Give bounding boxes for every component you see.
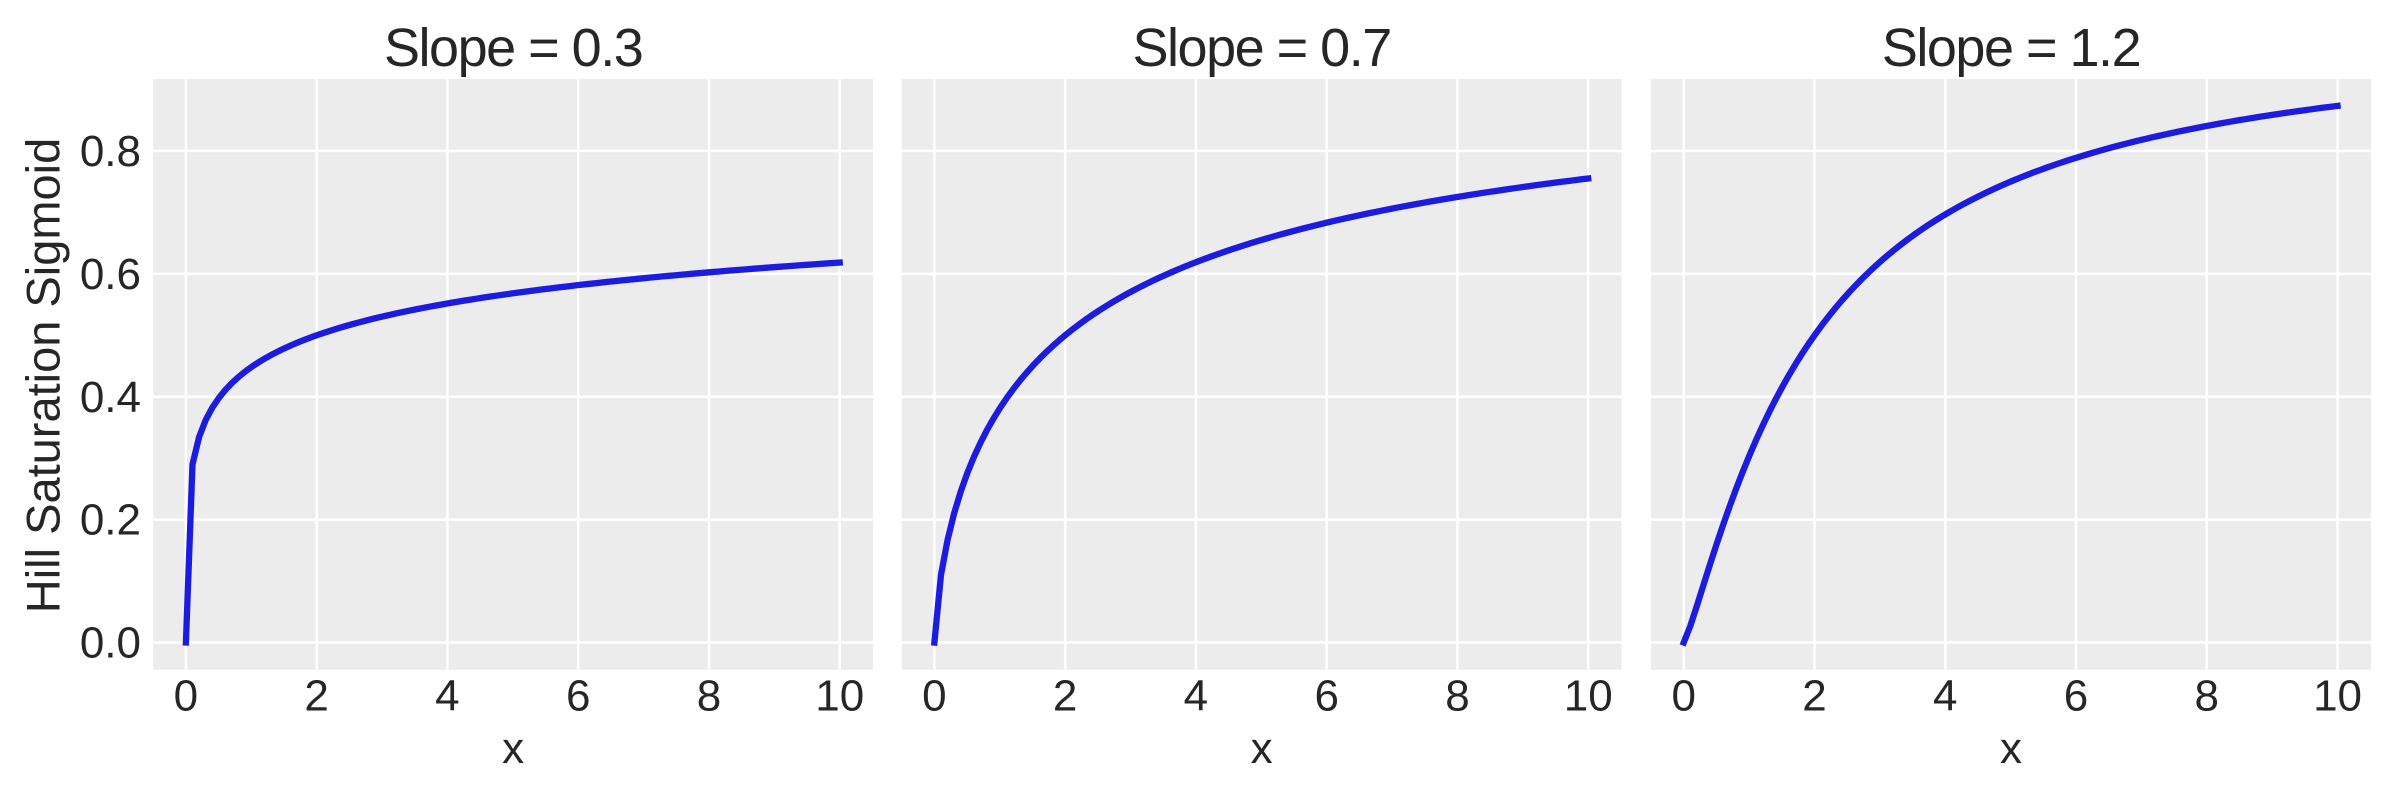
- svg-text:0.8: 0.8: [80, 127, 141, 176]
- svg-text:2: 2: [304, 672, 328, 721]
- svg-text:6: 6: [2064, 672, 2088, 721]
- svg-text:0.0: 0.0: [80, 619, 141, 668]
- svg-text:4: 4: [1184, 672, 1208, 721]
- svg-text:0: 0: [922, 672, 946, 721]
- svg-text:x: x: [502, 724, 524, 773]
- svg-text:Slope = 0.7: Slope = 0.7: [1133, 18, 1391, 78]
- svg-text:10: 10: [1564, 672, 1613, 721]
- svg-text:Hill Saturation Sigmoid: Hill Saturation Sigmoid: [17, 138, 70, 613]
- svg-text:0.4: 0.4: [80, 373, 141, 422]
- svg-text:Slope = 1.2: Slope = 1.2: [1882, 18, 2140, 78]
- svg-text:6: 6: [1314, 672, 1338, 721]
- svg-text:8: 8: [1445, 672, 1469, 721]
- svg-text:0.2: 0.2: [80, 496, 141, 545]
- svg-text:4: 4: [1933, 672, 1957, 721]
- svg-text:2: 2: [1053, 672, 1077, 721]
- svg-text:Slope = 0.3: Slope = 0.3: [384, 18, 642, 78]
- svg-text:10: 10: [815, 672, 864, 721]
- svg-text:x: x: [2000, 724, 2022, 773]
- svg-text:x: x: [1251, 724, 1273, 773]
- svg-text:8: 8: [697, 672, 721, 721]
- svg-text:10: 10: [2313, 672, 2362, 721]
- svg-text:8: 8: [2195, 672, 2219, 721]
- svg-text:0: 0: [174, 672, 198, 721]
- svg-text:0.6: 0.6: [80, 250, 141, 299]
- svg-text:6: 6: [566, 672, 590, 721]
- svg-text:0: 0: [1672, 672, 1696, 721]
- svg-text:4: 4: [435, 672, 459, 721]
- svg-text:2: 2: [1802, 672, 1826, 721]
